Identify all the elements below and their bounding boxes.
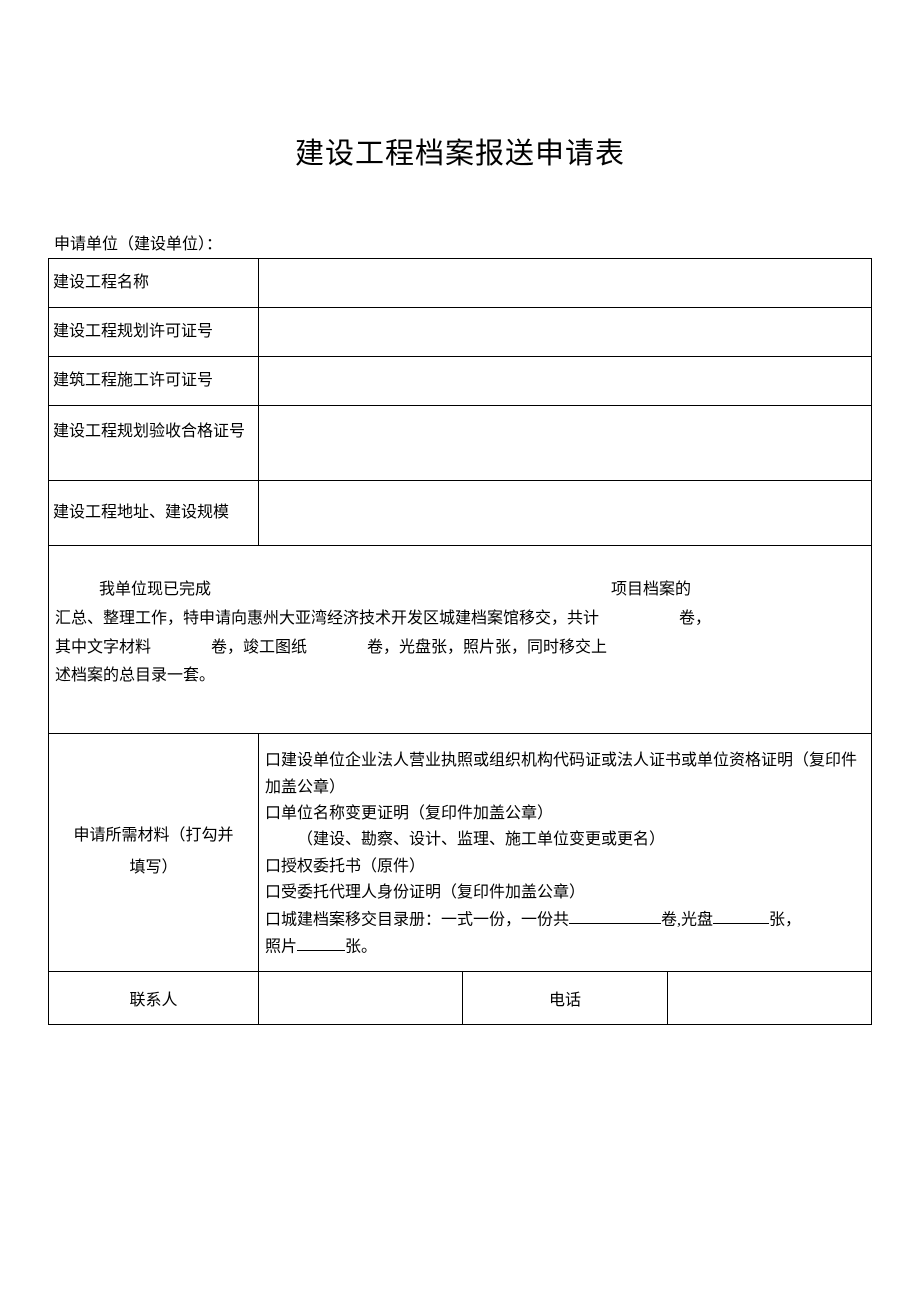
material-item-3[interactable]: 口授权委托书（原件） <box>265 854 863 880</box>
label-acceptance-cert: 建设工程规划验收合格证号 <box>49 406 259 481</box>
material-item-5[interactable]: 口城建档案移交目录册：一式一份，一份共 卷,光盘 张， 照片 张。 <box>265 907 863 961</box>
mat5-d: 照片 <box>265 938 297 955</box>
row-planning-permit: 建设工程规划许可证号 <box>49 308 872 357</box>
decl-part7: 卷，光盘张，照片张，同时移交上 <box>367 639 607 656</box>
blank-discs[interactable] <box>713 907 769 925</box>
mat5-b: 卷,光盘 <box>661 911 713 928</box>
label-construction-permit: 建筑工程施工许可证号 <box>49 357 259 406</box>
decl-part8: 述档案的总目录一套。 <box>55 667 215 684</box>
mat5-a: 口城建档案移交目录册：一式一份，一份共 <box>265 911 569 928</box>
applicant-unit-label: 申请单位（建设单位）： <box>54 230 872 254</box>
decl-part5: 其中文字材料 <box>55 639 151 656</box>
material-item-4[interactable]: 口受委托代理人身份证明（复印件加盖公章） <box>265 880 863 906</box>
blank-volumes[interactable] <box>569 907 661 925</box>
value-address-scale[interactable] <box>259 481 872 546</box>
row-construction-permit: 建筑工程施工许可证号 <box>49 357 872 406</box>
label-planning-permit: 建设工程规划许可证号 <box>49 308 259 357</box>
label-address-scale: 建设工程地址、建设规模 <box>49 481 259 546</box>
material-item-1[interactable]: 口建设单位企业法人营业执照或组织机构代码证或法人证书或单位资格证明（复印件加盖公… <box>265 748 863 801</box>
value-project-name[interactable] <box>259 259 872 308</box>
label-phone: 电话 <box>463 971 667 1024</box>
materials-body: 口建设单位企业法人营业执照或组织机构代码证或法人证书或单位资格证明（复印件加盖公… <box>259 734 872 971</box>
decl-part3: 汇总、整理工作，特申请向惠州大亚湾经济技术开发区城建档案馆移交，共计 <box>55 610 599 627</box>
value-contact[interactable] <box>259 971 463 1024</box>
material-item-2[interactable]: 口单位名称变更证明（复印件加盖公章） <box>265 801 863 827</box>
decl-part1: 我单位现已完成 <box>99 581 211 598</box>
application-form-table: 建设工程名称 建设工程规划许可证号 建筑工程施工许可证号 建设工程规划验收合格证… <box>48 258 872 1025</box>
value-acceptance-cert[interactable] <box>259 406 872 481</box>
declaration-text: 我单位现已完成 项目档案的 汇总、整理工作，特申请向惠州大亚湾经济技术开发区城建档… <box>49 546 872 734</box>
value-phone[interactable] <box>667 971 871 1024</box>
value-construction-permit[interactable] <box>259 357 872 406</box>
mat5-c: 张， <box>769 911 801 928</box>
row-address-scale: 建设工程地址、建设规模 <box>49 481 872 546</box>
value-planning-permit[interactable] <box>259 308 872 357</box>
decl-part6: 卷，竣工图纸 <box>211 639 307 656</box>
decl-part2: 项目档案的 <box>611 581 691 598</box>
label-project-name: 建设工程名称 <box>49 259 259 308</box>
material-item-2-sub: （建设、勘察、设计、监理、施工单位变更或更名） <box>265 827 863 853</box>
row-contact: 联系人 电话 <box>49 971 872 1024</box>
form-title: 建设工程档案报送申请表 <box>48 130 872 172</box>
decl-part4: 卷， <box>679 610 711 627</box>
blank-photos[interactable] <box>297 934 345 952</box>
label-materials: 申请所需材料（打勾并填写） <box>49 734 259 971</box>
mat5-e: 张。 <box>345 938 377 955</box>
row-materials: 申请所需材料（打勾并填写） 口建设单位企业法人营业执照或组织机构代码证或法人证书… <box>49 734 872 971</box>
row-acceptance-cert: 建设工程规划验收合格证号 <box>49 406 872 481</box>
label-contact: 联系人 <box>49 971 259 1024</box>
row-declaration: 我单位现已完成 项目档案的 汇总、整理工作，特申请向惠州大亚湾经济技术开发区城建档… <box>49 546 872 734</box>
row-project-name: 建设工程名称 <box>49 259 872 308</box>
